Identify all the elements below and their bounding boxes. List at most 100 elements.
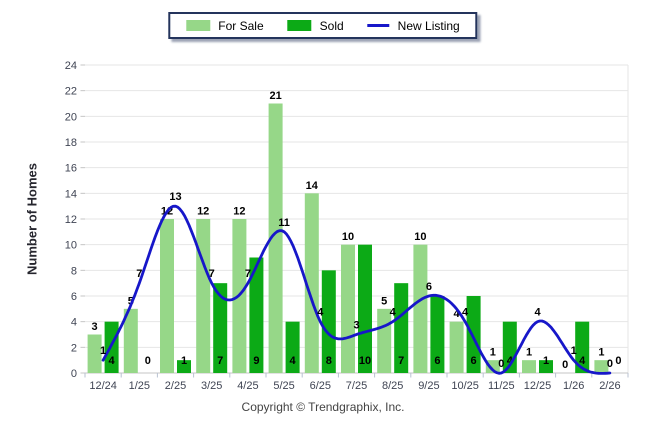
bar-sold [321,270,336,373]
sold-swatch-icon [287,20,312,31]
legend-label-sold: Sold [319,18,344,33]
value-label-for-sale: 10 [414,231,426,243]
y-tick-label: 18 [65,137,77,149]
x-tick-label: 1/26 [563,380,584,392]
y-tick-label: 2 [71,342,77,354]
new-listing-line [101,204,612,375]
bar-sold [575,321,590,373]
value-label-new-listing: 1 [571,345,577,357]
bar-sold [358,244,372,373]
value-label-sold: 4 [579,355,586,367]
value-label-sold: 0 [615,355,621,367]
legend-item-for-sale: For Sale [186,18,264,33]
value-label-sold: 6 [434,355,440,367]
bar-for-sale [196,219,211,373]
bar-for-sale [87,334,102,373]
y-tick-label: 20 [65,111,77,123]
value-label-sold: 4 [109,355,116,367]
x-tick-label: 2/25 [165,380,186,392]
value-label-for-sale: 10 [342,231,354,243]
value-label-sold: 7 [398,355,404,367]
bar-sold [213,283,228,373]
x-tick-label: 3/25 [201,380,222,392]
value-label-new-listing: 7 [136,268,142,280]
y-tick-label: 24 [65,60,77,72]
value-label-for-sale: 5 [381,295,387,307]
y-tick-label: 4 [71,317,77,329]
y-tick-label: 8 [71,265,77,277]
bar-for-sale [449,321,464,373]
value-label-new-listing: 0 [498,358,504,370]
bar-sold [394,283,409,373]
value-label-for-sale: 1 [526,347,532,359]
value-label-for-sale: 12 [197,206,209,218]
bar-sold [177,360,191,373]
value-label-for-sale: 14 [306,180,319,192]
bar-for-sale [341,244,355,373]
x-tick-label: 10/25 [451,380,479,392]
value-label-for-sale: 0 [562,359,568,371]
y-tick-label: 16 [65,163,77,175]
x-tick-label: 7/25 [346,380,367,392]
y-tick-label: 22 [65,86,77,98]
new-listing-line-swatch-icon [367,24,390,27]
value-label-new-listing: 3 [353,320,359,332]
x-tick-label: 12/24 [89,380,117,392]
bar-for-sale [594,360,609,373]
y-tick-label: 6 [71,291,77,303]
bar-sold [539,360,553,373]
copyright-text: Copyright © Trendgraphix, Inc. [241,400,405,414]
value-label-new-listing: 13 [169,191,181,203]
y-tick-label: 12 [65,214,77,226]
legend-label-new-listing: New Listing [397,18,460,33]
value-label-for-sale: 4 [454,308,461,320]
value-label-sold: 4 [507,355,514,367]
x-tick-label: 11/25 [488,380,515,392]
x-tick-label: 4/25 [237,380,258,392]
legend-item-sold: Sold [287,18,344,33]
x-tick-label: 6/25 [310,380,331,392]
value-label-new-listing: 0 [607,358,613,370]
x-tick-label: 2/26 [599,380,620,392]
bar-sold [466,296,481,373]
value-label-new-listing: 4 [534,307,541,319]
value-label-sold: 1 [181,355,187,367]
value-label-sold: 10 [359,355,371,367]
bar-sold [430,296,445,373]
value-label-sold: 1 [543,355,549,367]
value-label-sold: 7 [217,355,223,367]
bar-for-sale [304,193,319,373]
x-tick-label: 9/25 [418,380,439,392]
y-tick-label: 0 [71,368,77,380]
chart-legend: For Sale Sold New Listing [168,12,478,39]
value-label-new-listing: 7 [209,268,215,280]
value-label-new-listing: 4 [390,307,397,319]
value-label-new-listing: 4 [462,307,469,319]
bar-sold [285,321,300,373]
y-tick-label: 14 [65,188,77,200]
value-label-for-sale: 21 [269,90,281,102]
value-label-for-sale: 1 [490,347,496,359]
bar-sold [249,257,264,373]
bar-for-sale [160,219,174,373]
value-label-new-listing: 7 [245,268,251,280]
bar-for-sale [413,244,428,373]
x-tick-label: 12/25 [524,380,552,392]
bar-for-sale [123,308,138,373]
value-label-new-listing: 6 [426,281,432,293]
value-label-for-sale: 3 [92,321,98,333]
for-sale-swatch-icon [186,20,211,31]
y-axis-title: Number of Homes [24,163,40,275]
bar-for-sale [485,360,500,373]
legend-label-for-sale: For Sale [218,18,264,33]
value-label-for-sale: 1 [598,347,604,359]
value-label-sold: 8 [326,355,332,367]
y-tick-label: 10 [65,240,77,252]
x-tick-label: 1/25 [129,380,150,392]
bar-for-sale [268,103,283,373]
value-label-sold: 6 [471,355,477,367]
value-label-new-listing: 11 [278,217,290,229]
value-label-sold: 9 [253,355,259,367]
